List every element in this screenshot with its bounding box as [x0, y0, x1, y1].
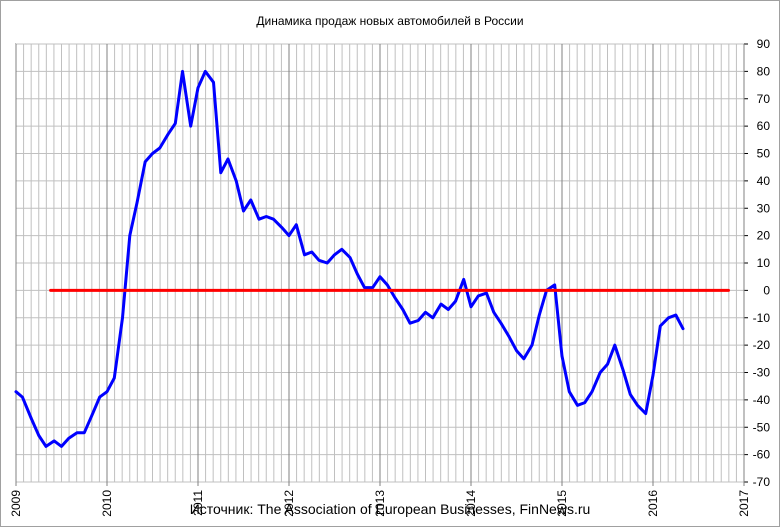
x-tick-label: 2009 — [9, 490, 23, 517]
x-tick-label: 2011 — [191, 490, 205, 516]
y-tick-label: -50 — [753, 420, 771, 434]
y-tick-label: -40 — [753, 393, 771, 407]
y-tick-label: 90 — [757, 37, 771, 51]
chart-title: Динамика продаж новых автомобилей в Росс… — [256, 14, 524, 28]
y-tick-label: 0 — [763, 283, 770, 297]
y-tick-label: -20 — [753, 338, 771, 352]
y-tick-label: 30 — [757, 201, 771, 215]
y-tick-label: 40 — [757, 174, 771, 188]
x-tick-label: 2015 — [555, 490, 569, 517]
chart-source: Источник: The Association of European Bu… — [189, 501, 591, 517]
y-tick-label: 10 — [757, 256, 771, 270]
sales-growth-line — [14, 69, 685, 448]
y-tick-label: 70 — [757, 92, 771, 106]
y-tick-label: 20 — [757, 229, 771, 243]
y-tick-label: -60 — [753, 448, 771, 462]
y-tick-label: -10 — [753, 311, 771, 325]
y-tick-label: 80 — [757, 64, 771, 78]
y-tick-label: 60 — [757, 119, 771, 133]
x-tick-label: 2010 — [100, 490, 114, 517]
x-tick-label: 2014 — [464, 490, 478, 517]
y-tick-label: 50 — [757, 147, 771, 161]
x-tick-label: 2012 — [282, 490, 296, 517]
y-tick-label: -30 — [753, 366, 771, 380]
x-tick-label: 2017 — [737, 490, 751, 517]
y-tick-label: -70 — [753, 475, 771, 489]
x-tick-label: 2016 — [646, 490, 660, 517]
x-tick-label: 2013 — [373, 490, 387, 517]
